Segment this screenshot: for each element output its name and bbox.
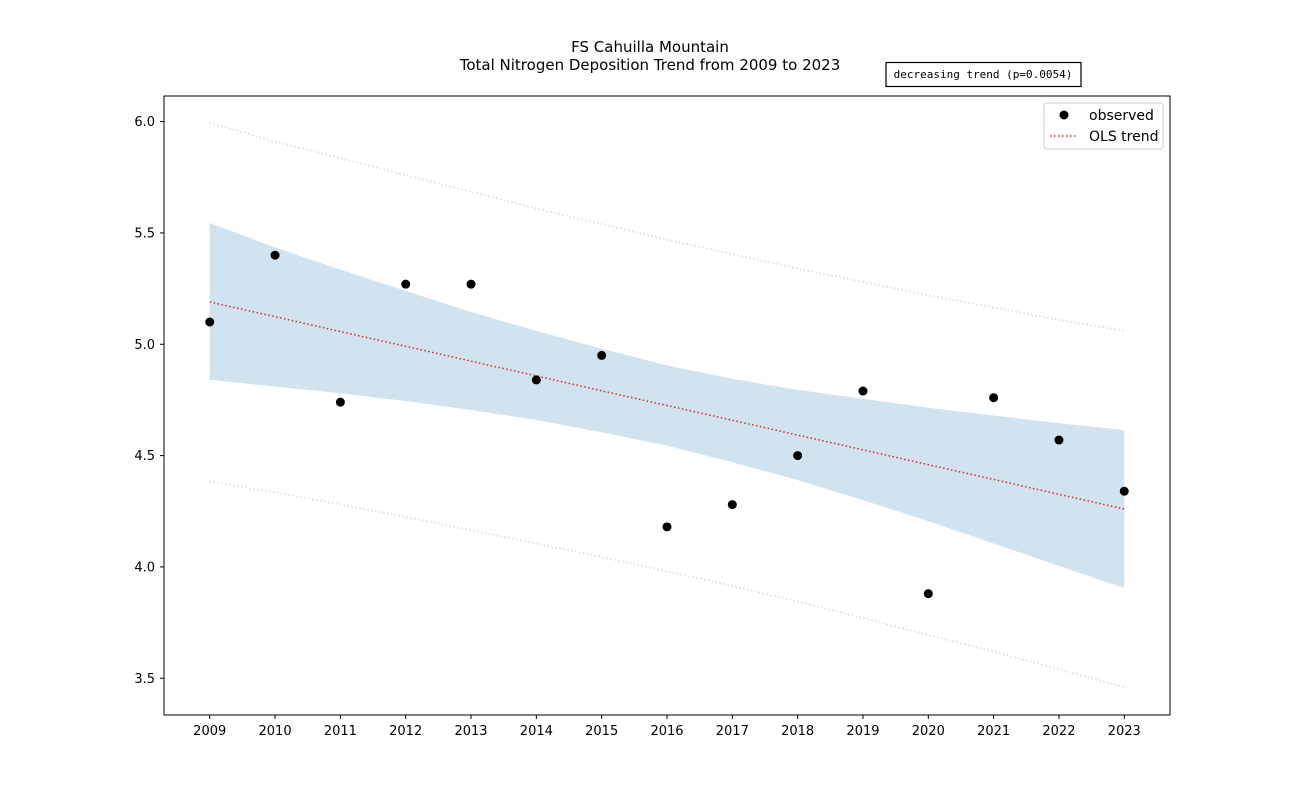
x-tick-label: 2012 (389, 724, 422, 739)
observed-point (335, 397, 345, 407)
x-tick-label: 2011 (324, 724, 357, 739)
x-tick-label: 2023 (1108, 724, 1141, 739)
legend-trend-label: OLS trend (1089, 129, 1158, 145)
y-tick-label: 4.0 (134, 560, 155, 575)
observed-point (1054, 435, 1064, 445)
x-tick-label: 2022 (1042, 724, 1075, 739)
observed-point (858, 386, 868, 396)
observed-point (531, 375, 541, 385)
observed-point (1119, 486, 1129, 496)
observed-point (597, 350, 607, 360)
observed-point (466, 279, 476, 289)
legend-observed-marker (1059, 110, 1069, 120)
x-tick-label: 2019 (846, 724, 879, 739)
observed-point (989, 393, 999, 403)
x-tick-label: 2017 (716, 724, 749, 739)
legend: observed OLS trend (1043, 102, 1164, 150)
observed-point (923, 589, 933, 599)
trend-annotation-text: decreasing trend (p=0.0054) (894, 68, 1073, 81)
x-tick-label: 2013 (454, 724, 487, 739)
x-tick-label: 2009 (193, 724, 226, 739)
observed-point (270, 250, 280, 260)
x-tick-label: 2020 (912, 724, 945, 739)
legend-observed-label: observed (1089, 108, 1154, 124)
x-tick-label: 2021 (977, 724, 1010, 739)
trend-annotation-frame (885, 61, 1082, 88)
x-tick-label: 2016 (650, 724, 683, 739)
y-tick-label: 5.0 (134, 338, 155, 353)
y-tick-label: 4.5 (134, 449, 155, 464)
chart-title: FS Cahuilla Mountain (571, 38, 729, 56)
chart-subtitle: Total Nitrogen Deposition Trend from 200… (459, 56, 841, 74)
x-tick-label: 2018 (781, 724, 814, 739)
y-tick-label: 5.5 (134, 226, 155, 241)
y-tick-label: 3.5 (134, 672, 155, 687)
observed-point (401, 279, 411, 289)
ols-trend-line (209, 301, 1125, 510)
plot-area (205, 121, 1129, 688)
legend-frame (1043, 102, 1164, 150)
x-tick-label: 2015 (585, 724, 618, 739)
x-axis: 2009 2010 2011 2012 2013 2014 2015 2016 2017 2018… (193, 715, 1141, 739)
x-tick-label: 2014 (520, 724, 553, 739)
observed-point (727, 500, 737, 510)
observed-point (662, 522, 672, 532)
y-axis: 3.5 4.0 4.5 5.0 5.5 6.0 (134, 115, 164, 687)
observed-point (793, 451, 803, 461)
observed-point (205, 317, 215, 327)
trend-annotation-box: decreasing trend (p=0.0054) (885, 61, 1082, 88)
x-tick-label: 2010 (259, 724, 292, 739)
prediction-interval-upper (209, 121, 1125, 332)
y-tick-label: 6.0 (134, 115, 155, 130)
